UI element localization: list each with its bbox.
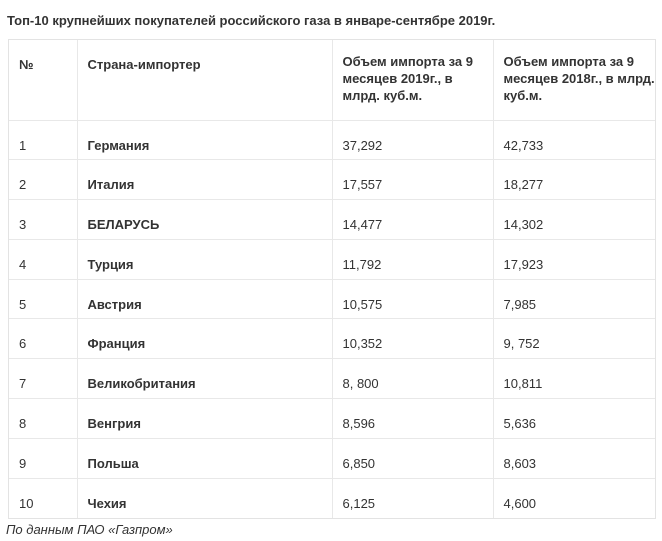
row-import-2019: 10,352 [332, 318, 494, 360]
table-row: 10 Чехия 6,125 4,600 [9, 478, 655, 518]
row-import-2018: 4,600 [503, 495, 537, 511]
row-import-2018: 8,603 [493, 438, 655, 479]
row-country: Италия [77, 159, 333, 201]
row-num: 9 [9, 438, 78, 479]
row-country: Чехия [77, 478, 333, 518]
row-num: 4 [9, 239, 78, 280]
table-row: 5 Австрия 10,575 7,985 [9, 279, 655, 320]
table-row: 2 Италия 17,557 18,277 [9, 159, 655, 201]
row-import-2018: 18,277 [493, 159, 655, 201]
row-import-2019: 8,596 [332, 398, 494, 439]
row-country: Великобритания [77, 358, 333, 400]
row-num: 10 [9, 478, 78, 518]
page-title: Топ-10 крупнейших покупателей российског… [7, 13, 496, 28]
table-header-row: № Страна-импортер Объем импорта за 9 мес… [9, 40, 655, 121]
row-import-2019: 8, 800 [332, 358, 494, 400]
row-import-2019: 10,575 [332, 279, 494, 320]
source-note: По данным ПАО «Газпром» [6, 522, 173, 537]
row-import-2019: 14,477 [332, 199, 494, 240]
table-row: 8 Венгрия 8,596 5,636 [9, 398, 655, 439]
row-import-2018: 14,302 [493, 199, 655, 240]
row-country: Германия [77, 120, 333, 161]
row-import-2018: 17,923 [493, 239, 655, 280]
table-row: 7 Великобритания 8, 800 10,811 [9, 358, 655, 400]
row-import-2018: 7,985 [493, 279, 655, 320]
row-import-2018: 10,811 [493, 358, 655, 400]
row-num: 7 [9, 358, 78, 400]
row-num: 1 [9, 120, 78, 161]
row-num: 8 [9, 398, 78, 439]
row-num: 5 [9, 279, 78, 320]
row-country: Австрия [77, 279, 333, 320]
header-country: Страна-импортер [77, 40, 333, 121]
table-row: 1 Германия 37,292 42,733 [9, 120, 655, 161]
row-country: Польша [77, 438, 333, 479]
row-country: Франция [77, 318, 333, 360]
row-num: 6 [9, 318, 78, 360]
header-import-2019: Объем импорта за 9 месяцев 2019г., в млр… [332, 40, 494, 121]
row-import-2018: 42,733 [493, 120, 655, 161]
row-country: Венгрия [77, 398, 333, 439]
row-country: БЕЛАРУСЬ [77, 199, 333, 240]
table-row: 9 Польша 6,850 8,603 [9, 438, 655, 479]
table-row: 3 БЕЛАРУСЬ 14,477 14,302 [9, 199, 655, 240]
row-import-2018: 9, 752 [493, 318, 655, 360]
row-country: Турция [77, 239, 333, 280]
row-num: 3 [9, 199, 78, 240]
table-row: 6 Франция 10,352 9, 752 [9, 318, 655, 360]
header-import-2018: Объем импорта за 9 месяцев 2018г., в млр… [493, 40, 655, 121]
row-import-2018: 5,636 [493, 398, 655, 439]
row-import-2019: 37,292 [332, 120, 494, 161]
row-import-2019: 17,557 [332, 159, 494, 201]
header-num: № [9, 40, 78, 121]
row-import-2019: 11,792 [332, 239, 494, 280]
import-table: № Страна-импортер Объем импорта за 9 мес… [9, 40, 655, 518]
row-num: 2 [9, 159, 78, 201]
table-row: 4 Турция 11,792 17,923 [9, 239, 655, 280]
row-import-2019: 6,125 [332, 478, 494, 518]
row-import-2019: 6,850 [332, 438, 494, 479]
import-table-container: № Страна-импортер Объем импорта за 9 мес… [8, 39, 656, 519]
